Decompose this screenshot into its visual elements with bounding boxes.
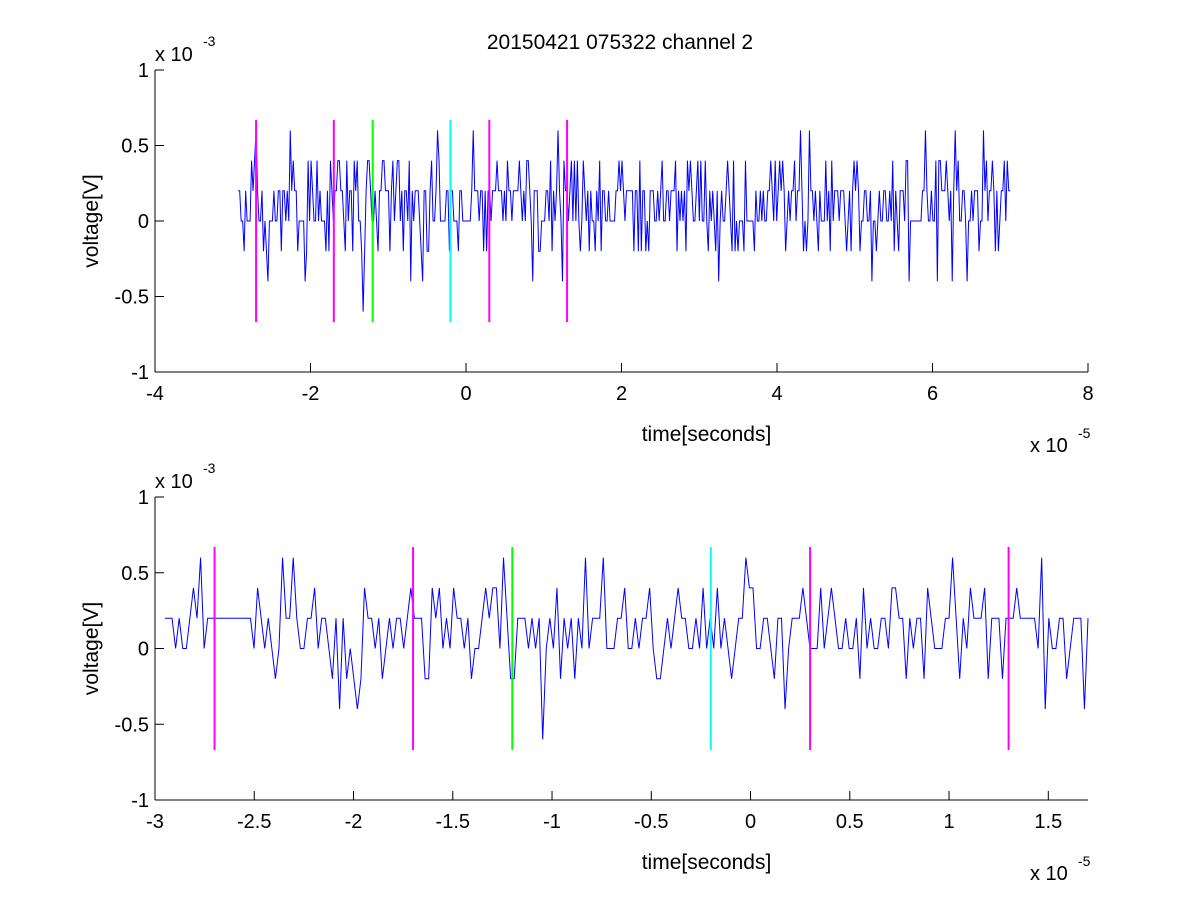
y-tick-label: 0	[138, 211, 149, 233]
x-axis-label: time[seconds]	[642, 851, 772, 874]
y-tick-label: 0	[138, 639, 149, 661]
x-multiplier-exponent: -5	[1078, 853, 1091, 869]
x-tick-label: 8	[1082, 383, 1093, 405]
y-axis-label: voltage[V]	[80, 602, 103, 695]
x-tick-label: -2	[302, 383, 320, 405]
x-tick-label: -0.5	[634, 811, 668, 833]
figure-title: 20150421 075322 channel 2	[487, 31, 753, 54]
y-multiplier-label: x 10	[155, 44, 193, 66]
x-tick-label: -2.5	[237, 811, 271, 833]
x-tick-label: 1	[943, 811, 954, 833]
y-multiplier-exponent: -3	[203, 33, 216, 49]
y-multiplier-exponent: -3	[203, 460, 216, 476]
x-tick-label: 6	[927, 383, 938, 405]
x-multiplier-label: x 10	[1030, 863, 1068, 885]
y-tick-label: -1	[131, 362, 149, 384]
x-tick-label: 0.5	[836, 811, 864, 833]
y-tick-label: -0.5	[115, 287, 149, 309]
bottom-plot: -1 -0.5 0 0.5 1 -3 -2.5 -2 -1.5 -1 -0.5 0 0.5 1 1.5 tim…	[80, 460, 1091, 885]
x-tick-label: 2	[616, 383, 627, 405]
x-tick-label: -4	[146, 383, 164, 405]
y-axis-label: voltage[V]	[80, 174, 103, 267]
y-tick-label: -0.5	[115, 714, 149, 736]
x-axis-label: time[seconds]	[642, 423, 772, 446]
y-multiplier-label: x 10	[155, 471, 193, 493]
y-tick-label: 1	[138, 60, 149, 82]
x-tick-label: 0	[460, 383, 471, 405]
y-tick-label: 1	[138, 487, 149, 509]
x-tick-label: 0	[745, 811, 756, 833]
x-tick-label: 4	[771, 383, 782, 405]
x-tick-label: -3	[146, 811, 164, 833]
top-plot: -1 -0.5 0 0.5 1 -4 -2 0 2 4 6 8 time[seconds] voltage…	[80, 33, 1094, 457]
x-multiplier-label: x 10	[1030, 435, 1068, 457]
signal-line	[238, 130, 1011, 312]
x-tick-label: -1.5	[436, 811, 470, 833]
x-multiplier-exponent: -5	[1078, 425, 1091, 441]
signal-line	[164, 557, 1089, 740]
x-tick-label: -2	[345, 811, 363, 833]
x-tick-label: -1	[543, 811, 561, 833]
x-tick-label: 1.5	[1034, 811, 1062, 833]
y-tick-label: 0.5	[121, 136, 149, 158]
y-tick-label: -1	[131, 790, 149, 812]
y-tick-label: 0.5	[121, 563, 149, 585]
